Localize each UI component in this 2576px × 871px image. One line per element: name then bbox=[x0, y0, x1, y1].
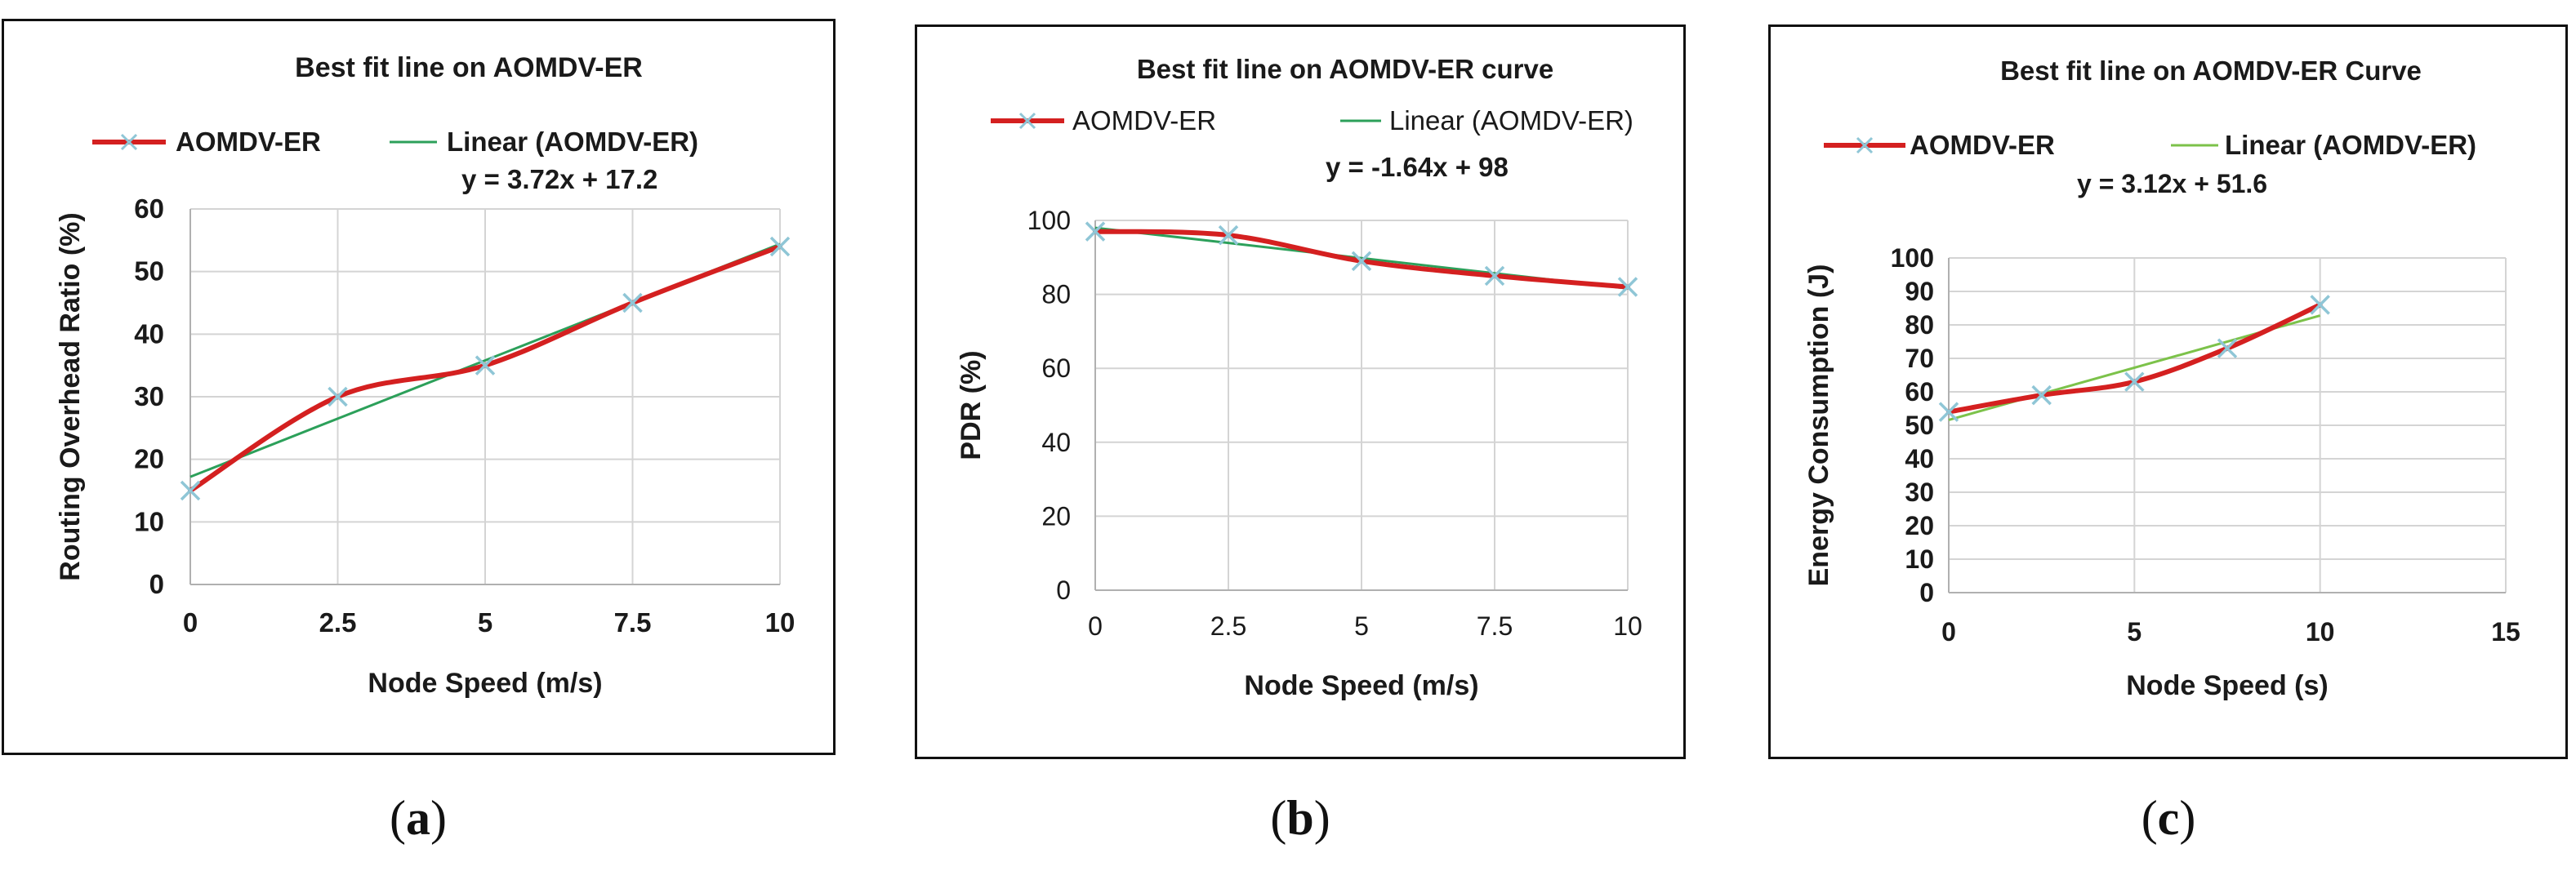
x-tick-label: 7.5 bbox=[1477, 611, 1513, 641]
energy-consumption-chart: Best fit line on AOMDV-ER Curve AOMDV-ER L… bbox=[1803, 56, 2520, 701]
x-tick-label: 10 bbox=[1613, 611, 1642, 641]
y-tick-label: 20 bbox=[1905, 511, 1934, 540]
data-point-marker bbox=[1218, 224, 1239, 246]
data-point-marker bbox=[622, 292, 643, 313]
y-tick-label: 0 bbox=[149, 569, 164, 599]
legend-series-label: AOMDV-ER bbox=[176, 127, 321, 157]
legend-fit-label: Linear (AOMDV-ER) bbox=[1389, 105, 1633, 136]
x-tick-label: 2.5 bbox=[1210, 611, 1246, 641]
y-tick-label: 20 bbox=[1041, 501, 1071, 531]
y-tick-label: 50 bbox=[1905, 411, 1934, 440]
x-tick-label: 2.5 bbox=[319, 607, 357, 638]
y-tick-label: 80 bbox=[1905, 310, 1934, 340]
data-point-marker bbox=[328, 386, 348, 407]
x-tick-label: 15 bbox=[2491, 617, 2520, 647]
y-tick-label: 80 bbox=[1041, 280, 1071, 309]
y-tick-label: 10 bbox=[134, 506, 164, 536]
routing-overhead-chart: Best fit line on AOMDV-ER AOMDV-ER Linear … bbox=[55, 52, 796, 699]
legend-series-marker bbox=[1856, 136, 1874, 154]
chart-panel-a: Best fit line on AOMDV-ER AOMDV-ER Linear … bbox=[2, 19, 836, 755]
legend-series-marker bbox=[120, 133, 138, 151]
y-tick-label: 90 bbox=[1905, 277, 1934, 306]
x-tick-label: 5 bbox=[478, 607, 492, 638]
y-tick-label: 50 bbox=[134, 256, 164, 287]
x-axis-label: Node Speed (m/s) bbox=[1244, 670, 1478, 701]
y-tick-label: 40 bbox=[1905, 444, 1934, 473]
data-point-marker bbox=[1938, 402, 1959, 422]
y-tick-label: 40 bbox=[134, 318, 164, 349]
y-tick-label: 60 bbox=[1041, 353, 1071, 383]
y-axis-label: Energy Consumption (J) bbox=[1803, 264, 1834, 587]
x-axis-label: Node Speed (m/s) bbox=[368, 668, 602, 699]
chart-panel-b: Best fit line on AOMDV-ER curve AOMDV-ER L… bbox=[915, 24, 1686, 759]
caption-a: (a) bbox=[390, 791, 447, 845]
y-tick-label: 70 bbox=[1905, 344, 1934, 373]
y-tick-label: 10 bbox=[1905, 544, 1934, 574]
chart-panel-c: Best fit line on AOMDV-ER Curve AOMDV-ER L… bbox=[1768, 24, 2568, 759]
caption-b: (b) bbox=[1270, 791, 1330, 845]
data-point-marker bbox=[769, 236, 791, 257]
x-tick-label: 0 bbox=[1088, 611, 1103, 641]
y-axis-label: Routing Overhead Ratio (%) bbox=[55, 212, 86, 580]
data-point-marker bbox=[1484, 265, 1505, 287]
x-tick-label: 5 bbox=[1354, 611, 1369, 641]
y-tick-label: 100 bbox=[1891, 243, 1934, 273]
chart-title: Best fit line on AOMDV-ER bbox=[295, 52, 643, 83]
y-tick-label: 60 bbox=[1905, 377, 1934, 407]
x-tick-label: 7.5 bbox=[614, 607, 652, 638]
x-tick-label: 0 bbox=[183, 607, 198, 638]
y-tick-label: 20 bbox=[134, 444, 164, 474]
data-point-marker bbox=[2217, 338, 2238, 358]
fit-equation: y = 3.12x + 51.6 bbox=[2077, 169, 2267, 198]
chart-title: Best fit line on AOMDV-ER curve bbox=[1137, 54, 1553, 84]
legend-fit-label: Linear (AOMDV-ER) bbox=[447, 127, 698, 157]
caption-c: (c) bbox=[2141, 791, 2196, 845]
fit-equation: y = 3.72x + 17.2 bbox=[461, 164, 657, 194]
data-point-marker bbox=[2310, 295, 2330, 315]
fit-equation: y = -1.64x + 98 bbox=[1326, 152, 1509, 182]
x-tick-label: 10 bbox=[765, 607, 796, 638]
y-tick-label: 30 bbox=[1905, 478, 1934, 507]
data-point-marker bbox=[1085, 221, 1106, 242]
legend-series-label: AOMDV-ER bbox=[1072, 105, 1216, 136]
y-tick-label: 0 bbox=[1919, 578, 1934, 607]
legend-fit-label: Linear (AOMDV-ER) bbox=[2225, 130, 2476, 160]
legend-series-label: AOMDV-ER bbox=[1910, 130, 2055, 160]
y-axis-label: PDR (%) bbox=[956, 350, 987, 460]
y-tick-label: 30 bbox=[134, 381, 164, 411]
x-tick-label: 10 bbox=[2306, 617, 2335, 647]
y-tick-label: 0 bbox=[1056, 575, 1071, 605]
pdr-chart: Best fit line on AOMDV-ER curve AOMDV-ER L… bbox=[956, 54, 1642, 701]
data-point-marker bbox=[2031, 384, 2052, 406]
legend-series-marker bbox=[1018, 112, 1036, 130]
x-tick-label: 5 bbox=[2127, 617, 2141, 647]
data-point-marker bbox=[2124, 371, 2145, 392]
chart-title: Best fit line on AOMDV-ER Curve bbox=[2000, 56, 2422, 86]
x-tick-label: 0 bbox=[1941, 617, 1956, 647]
data-point-marker bbox=[475, 355, 496, 376]
y-tick-label: 60 bbox=[134, 193, 164, 224]
data-point-marker bbox=[180, 480, 201, 501]
y-tick-label: 100 bbox=[1027, 206, 1071, 235]
data-point-marker bbox=[1617, 277, 1638, 297]
data-point-marker bbox=[1351, 251, 1372, 272]
y-tick-label: 40 bbox=[1041, 428, 1071, 457]
x-axis-label: Node Speed (s) bbox=[2126, 670, 2328, 701]
